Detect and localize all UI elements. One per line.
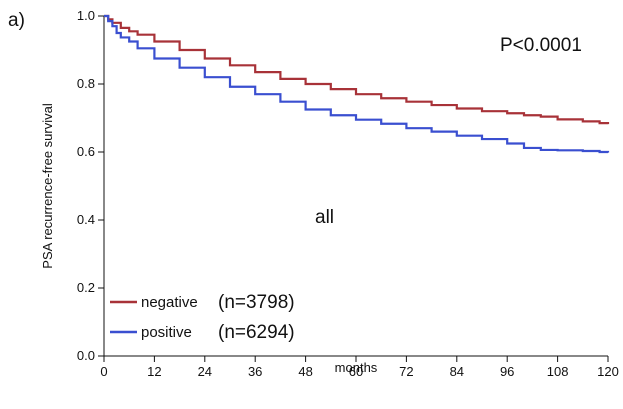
x-ticks: 0 12 24 36 48 60 72 84 96 108 120: [100, 356, 619, 379]
x-tick-label: 60: [349, 364, 363, 379]
x-tick-label: 84: [450, 364, 464, 379]
x-tick-label: 96: [500, 364, 514, 379]
x-tick-label: 120: [597, 364, 619, 379]
y-tick-label: 1.0: [77, 8, 95, 23]
x-tick-label: 72: [399, 364, 413, 379]
series-line-negative: [104, 14, 610, 125]
series-line-positive: [104, 14, 610, 154]
x-tick-label: 48: [298, 364, 312, 379]
series-lines: [104, 14, 610, 154]
x-tick-label: 108: [547, 364, 569, 379]
x-axis-label: months: [335, 360, 378, 375]
x-tick-label: 36: [248, 364, 262, 379]
y-axis-label: PSA recurrence-free survival: [40, 103, 55, 269]
y-tick-label: 0.6: [77, 144, 95, 159]
y-tick-label: 0.2: [77, 280, 95, 295]
p-value-annotation: P<0.0001: [500, 35, 582, 56]
x-tick-label: 0: [100, 364, 107, 379]
y-tick-label: 0.8: [77, 76, 95, 91]
legend-label-positive: positive: [141, 324, 192, 341]
legend: negative (n=3798) positive (n=6294): [110, 292, 295, 343]
subset-annotation: all: [315, 207, 334, 228]
x-tick-label: 24: [198, 364, 212, 379]
y-tick-label: 0.0: [77, 348, 95, 363]
legend-count-negative: (n=3798): [218, 292, 295, 313]
legend-count-positive: (n=6294): [218, 322, 295, 343]
legend-label-negative: negative: [141, 294, 198, 311]
x-tick-label: 12: [147, 364, 161, 379]
y-tick-label: 0.4: [77, 212, 95, 227]
y-axis-label-group: PSA recurrence-free survival: [40, 103, 55, 269]
y-ticks: 0.0 0.2 0.4 0.6 0.8 1.0: [77, 8, 104, 363]
panel-label: a): [8, 10, 25, 31]
